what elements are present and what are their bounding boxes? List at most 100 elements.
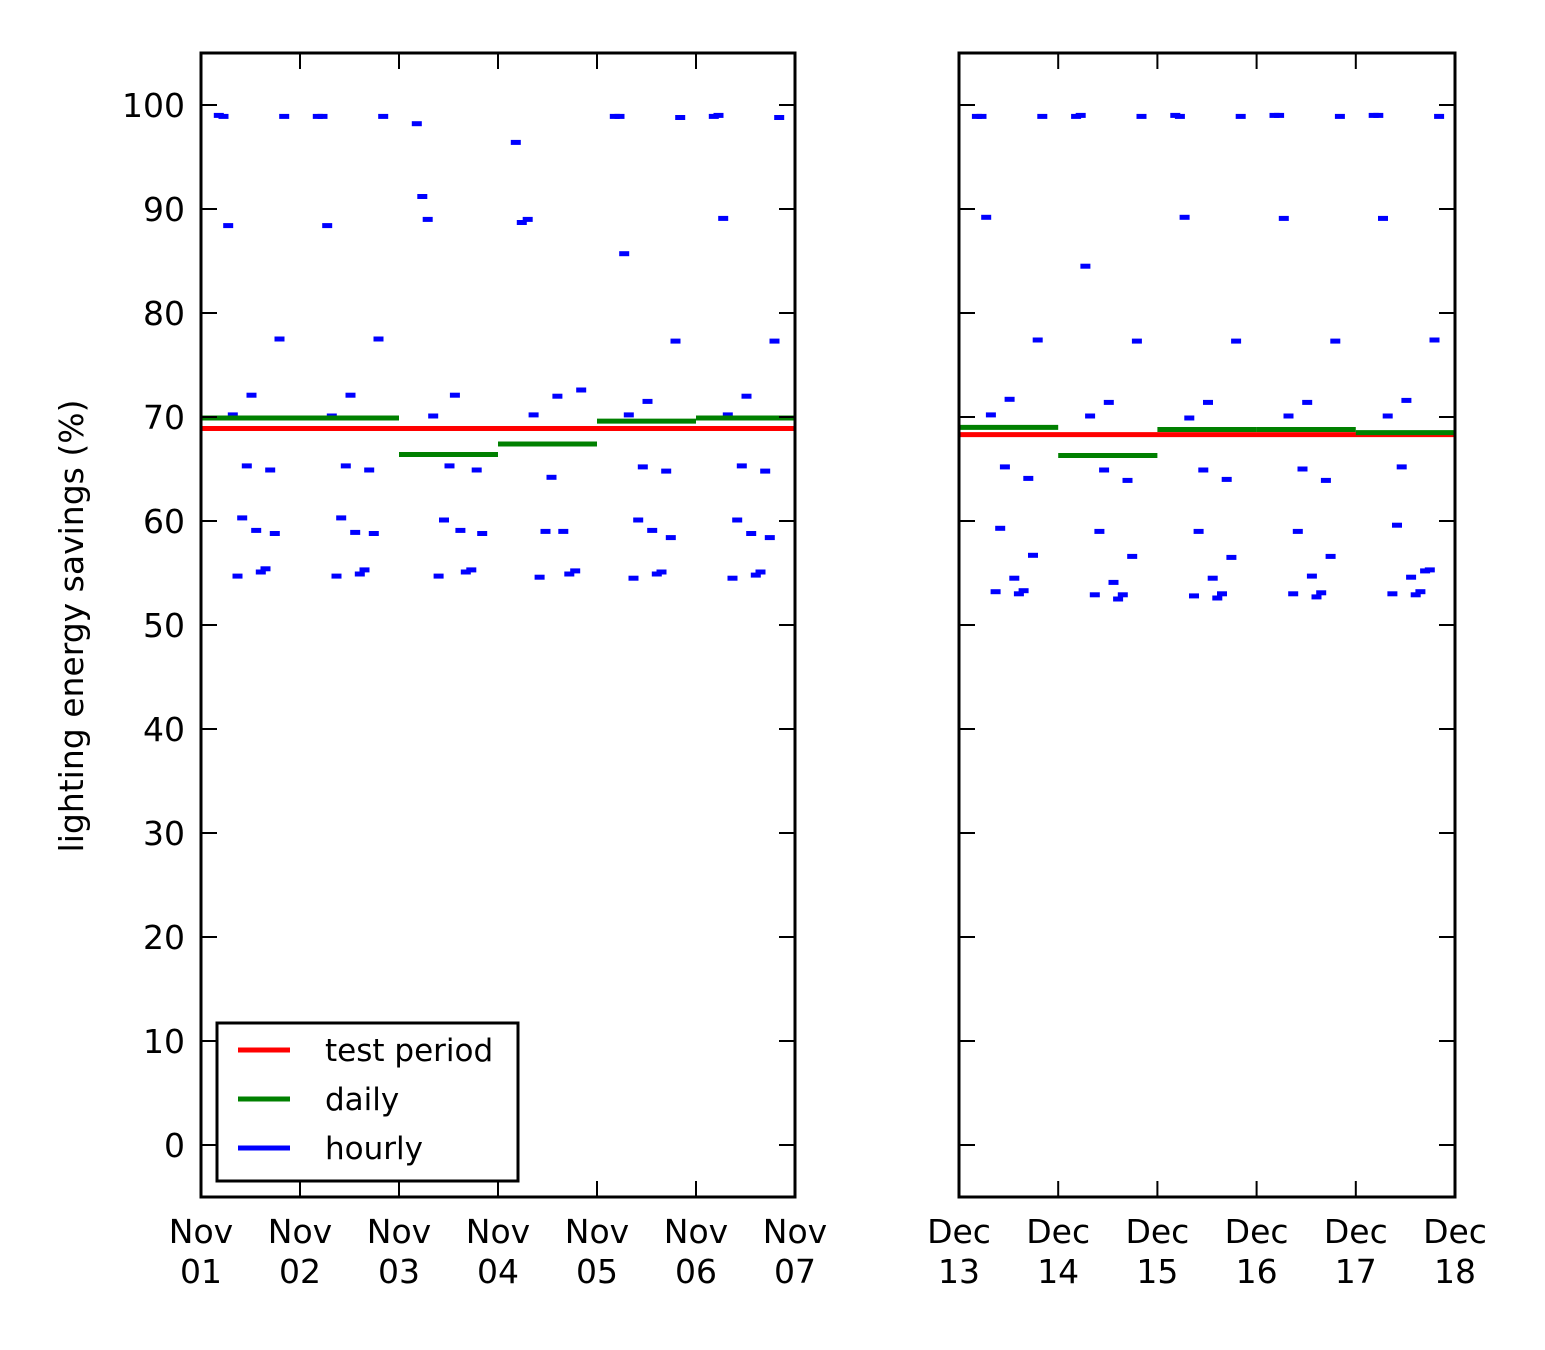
hourly-point bbox=[774, 115, 785, 120]
hourly-point bbox=[760, 468, 771, 474]
hourly-point bbox=[1226, 554, 1237, 560]
hourly-point bbox=[576, 387, 587, 393]
y-tick-label: 90 bbox=[143, 190, 185, 229]
hourly-point bbox=[444, 463, 455, 469]
hourly-point bbox=[633, 517, 644, 523]
y-tick-label: 20 bbox=[143, 918, 185, 957]
hourly-point bbox=[1203, 399, 1213, 405]
hourly-point bbox=[732, 517, 743, 523]
hourly-point bbox=[1396, 464, 1407, 470]
hourly-point bbox=[1184, 415, 1195, 421]
hourly-point bbox=[1004, 396, 1015, 402]
hourly-point bbox=[373, 336, 384, 342]
hourly-point bbox=[675, 115, 686, 120]
hourly-point bbox=[995, 525, 1006, 531]
hourly-point bbox=[237, 515, 248, 521]
hourly-point bbox=[764, 535, 775, 541]
hourly-point bbox=[1334, 113, 1345, 119]
x-tick-label-month: Nov bbox=[664, 1212, 728, 1251]
y-tick-label: 50 bbox=[143, 606, 185, 645]
hourly-point bbox=[269, 531, 280, 536]
hourly-point bbox=[755, 569, 766, 575]
hourly-point bbox=[223, 223, 234, 229]
hourly-point bbox=[1406, 574, 1417, 580]
hourly-point bbox=[428, 413, 439, 419]
x-tick-label-day: 01 bbox=[180, 1252, 222, 1291]
hourly-point bbox=[411, 121, 422, 127]
hourly-point bbox=[642, 398, 653, 404]
y-tick-label: 60 bbox=[143, 502, 185, 541]
hourly-point bbox=[255, 569, 266, 575]
hourly-point bbox=[331, 573, 342, 579]
hourly-point bbox=[1198, 467, 1209, 473]
hourly-point bbox=[1131, 338, 1142, 344]
x-tick-label-day: 15 bbox=[1136, 1252, 1178, 1291]
panel-november: 0102030405060708090100Nov01Nov02Nov03Nov… bbox=[122, 51, 827, 1291]
hourly-point bbox=[1037, 113, 1048, 119]
x-tick-label-month: Nov bbox=[565, 1212, 629, 1251]
hourly-point bbox=[1231, 338, 1242, 344]
hourly-point bbox=[1292, 528, 1303, 534]
y-tick-label: 30 bbox=[143, 814, 185, 853]
y-tick-label: 40 bbox=[143, 710, 185, 749]
hourly-point bbox=[477, 531, 488, 536]
x-tick-label-day: 05 bbox=[576, 1252, 618, 1291]
x-tick-label-day: 07 bbox=[774, 1252, 816, 1291]
hourly-point bbox=[647, 527, 658, 533]
hourly-point bbox=[1085, 413, 1096, 419]
hourly-point bbox=[1320, 477, 1331, 483]
x-tick-label-month: Nov bbox=[367, 1212, 431, 1251]
hourly-point bbox=[665, 535, 676, 541]
hourly-point bbox=[1382, 413, 1393, 419]
x-tick-label-day: 17 bbox=[1335, 1252, 1377, 1291]
hourly-point bbox=[1080, 263, 1091, 269]
hourly-point bbox=[727, 575, 738, 581]
x-tick-label-day: 18 bbox=[1434, 1252, 1476, 1291]
legend-label: daily bbox=[325, 1082, 399, 1118]
hourly-point bbox=[279, 113, 290, 119]
hourly-point bbox=[1283, 413, 1294, 419]
hourly-point bbox=[241, 463, 252, 469]
hourly-point bbox=[1075, 112, 1086, 118]
hourly-point bbox=[345, 392, 356, 398]
hourly-point bbox=[227, 412, 238, 418]
hourly-point bbox=[1297, 466, 1308, 472]
hourly-point bbox=[1278, 215, 1289, 221]
hourly-point bbox=[1212, 595, 1223, 601]
hourly-point bbox=[322, 223, 333, 229]
hourly-point bbox=[1330, 338, 1341, 344]
x-tick-label-month: Nov bbox=[763, 1212, 827, 1251]
hourly-point bbox=[1122, 477, 1133, 483]
hourly-point bbox=[1207, 575, 1218, 581]
hourly-point bbox=[534, 574, 545, 580]
hourly-point bbox=[750, 572, 761, 578]
hourly-point bbox=[1378, 215, 1388, 221]
y-tick-label: 100 bbox=[122, 86, 185, 125]
hourly-point bbox=[1117, 592, 1128, 598]
hourly-point bbox=[232, 573, 243, 579]
hourly-point bbox=[364, 467, 375, 473]
hourly-point bbox=[1306, 573, 1317, 579]
hourly-point bbox=[1217, 591, 1227, 597]
x-tick-label-month: Dec bbox=[1026, 1212, 1090, 1251]
hourly-point bbox=[340, 463, 351, 469]
hourly-point bbox=[516, 220, 527, 225]
x-tick-label-month: Nov bbox=[466, 1212, 530, 1251]
hourly-point bbox=[1113, 596, 1124, 602]
hourly-point bbox=[1108, 579, 1119, 585]
hourly-point bbox=[433, 573, 444, 579]
hourly-point bbox=[1023, 475, 1034, 481]
hourly-point bbox=[1311, 594, 1322, 600]
hourly-point bbox=[1179, 214, 1190, 220]
hourly-point bbox=[623, 412, 634, 418]
x-tick-label-month: Dec bbox=[927, 1212, 991, 1251]
hourly-point bbox=[460, 569, 471, 575]
y-axis-label: lighting energy savings (%) bbox=[52, 400, 91, 853]
x-tick-label-day: 16 bbox=[1236, 1252, 1278, 1291]
hourly-point bbox=[1136, 113, 1147, 119]
hourly-point bbox=[528, 412, 539, 418]
hourly-point bbox=[274, 336, 285, 342]
y-tick-label: 10 bbox=[143, 1022, 185, 1061]
hourly-point bbox=[1018, 588, 1029, 594]
